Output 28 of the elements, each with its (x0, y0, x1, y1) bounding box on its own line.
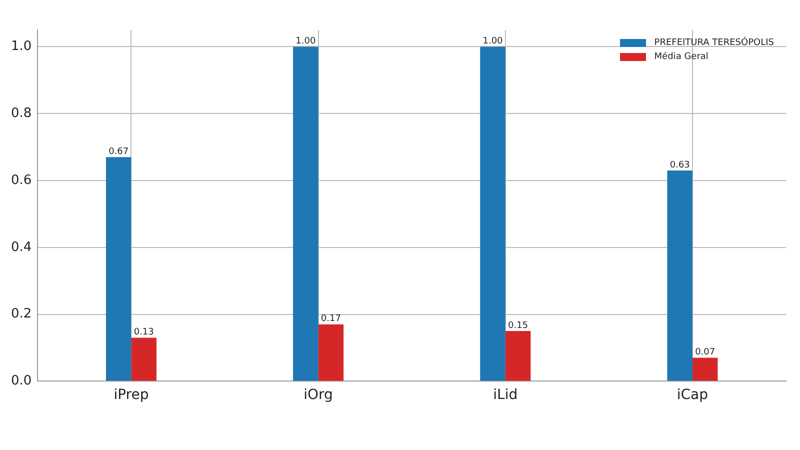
y-tick-label: 0.2 (10, 306, 32, 322)
data-label: 0.63 (670, 160, 690, 170)
data-label: 0.67 (108, 146, 129, 157)
y-tick-label: 0.8 (10, 106, 32, 121)
data-label: 1.00 (482, 36, 504, 47)
x-tick-label: iLid (493, 387, 518, 404)
bar (667, 170, 692, 381)
y-tick-label: 0.4 (10, 240, 32, 255)
bar (318, 324, 344, 381)
y-tick-label: 0.6 (10, 172, 32, 188)
data-label: 0.13 (134, 328, 154, 338)
legend-label: PREFEITURA TERESÓPOLIS (654, 36, 774, 50)
data-label: 0.15 (508, 320, 528, 331)
y-tick-label: 1.0 (10, 39, 32, 54)
bar (131, 338, 156, 381)
y-tick-label: 0.0 (10, 374, 32, 389)
data-label: 0.07 (695, 348, 716, 358)
bar (106, 157, 132, 381)
data-label: 0.17 (320, 314, 341, 324)
x-tick-label: iPrep (114, 387, 149, 404)
x-tick-label: iOrg (304, 387, 333, 404)
data-label: 1.00 (296, 36, 316, 47)
bar (505, 331, 531, 381)
bar (293, 46, 318, 381)
legend-label: Média Geral (654, 50, 708, 64)
bar (692, 358, 718, 381)
bar (480, 46, 506, 381)
x-tick-label: iCap (676, 387, 708, 404)
